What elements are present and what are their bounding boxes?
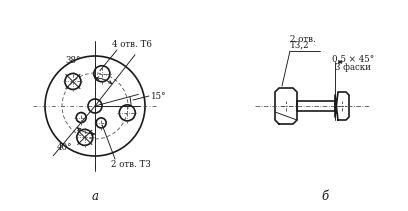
Bar — [297, 101, 335, 111]
Text: 15°: 15° — [151, 92, 166, 100]
Text: Τ3,2: Τ3,2 — [290, 41, 310, 50]
Text: б: б — [322, 190, 328, 203]
Text: 4 отв. Τ6: 4 отв. Τ6 — [112, 40, 152, 49]
Text: 38°: 38° — [65, 55, 81, 65]
Text: 3 фаски: 3 фаски — [335, 63, 371, 72]
Text: 0,5 × 45°: 0,5 × 45° — [332, 55, 374, 64]
Text: 40°: 40° — [57, 143, 73, 153]
Text: 2 отв. Τ3: 2 отв. Τ3 — [111, 160, 151, 169]
Text: 2 отв.: 2 отв. — [290, 35, 316, 44]
Text: a: a — [91, 190, 98, 203]
